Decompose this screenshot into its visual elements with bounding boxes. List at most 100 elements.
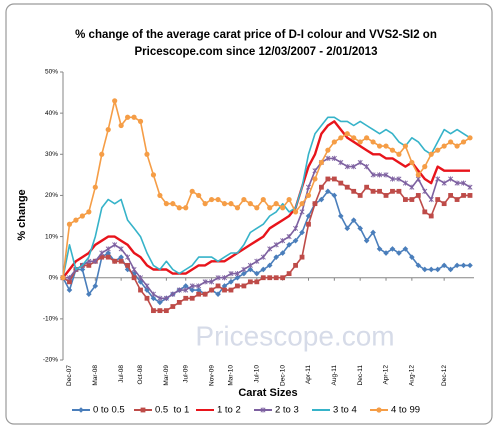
marker — [338, 135, 344, 141]
marker — [435, 176, 441, 182]
marker — [86, 209, 92, 215]
marker — [273, 242, 279, 248]
legend-marker — [140, 407, 146, 413]
marker — [370, 172, 376, 178]
marker — [66, 287, 73, 293]
marker — [447, 266, 454, 273]
marker — [273, 201, 279, 207]
marker — [183, 205, 189, 211]
marker — [189, 283, 195, 289]
marker — [247, 266, 254, 273]
marker — [370, 229, 376, 236]
marker — [454, 180, 460, 186]
x-tick-label: Jul-08 — [118, 365, 125, 383]
marker — [376, 143, 383, 149]
x-axis-title: Carat Sizes — [238, 387, 297, 399]
marker — [150, 295, 157, 302]
marker — [176, 300, 182, 305]
marker — [73, 217, 79, 223]
y-tick-label: -20% — [43, 357, 58, 364]
legend-label: 3 to 4 — [333, 405, 357, 416]
series-line — [62, 116, 471, 278]
marker — [170, 201, 176, 207]
chart-title: % change of the average carat price of D… — [75, 29, 437, 41]
marker — [118, 122, 124, 129]
marker — [389, 147, 396, 153]
marker — [131, 114, 137, 120]
marker — [202, 201, 208, 207]
marker — [428, 213, 434, 219]
marker — [118, 246, 124, 252]
marker — [434, 266, 441, 273]
marker — [467, 193, 473, 198]
marker — [183, 295, 189, 301]
marker — [228, 201, 234, 207]
marker — [435, 147, 441, 153]
marker — [402, 143, 408, 149]
marker — [305, 192, 312, 199]
marker — [157, 299, 163, 306]
series — [60, 98, 473, 281]
marker — [241, 283, 247, 289]
marker — [441, 201, 447, 207]
marker — [260, 196, 266, 203]
marker — [428, 196, 434, 203]
marker — [383, 250, 389, 256]
marker — [215, 196, 221, 203]
marker — [461, 180, 467, 186]
marker — [415, 193, 421, 198]
marker — [273, 254, 279, 260]
marker — [215, 283, 221, 289]
marker — [189, 188, 195, 194]
marker — [99, 151, 105, 157]
marker — [183, 287, 189, 293]
marker — [293, 262, 298, 268]
legend-marker — [260, 407, 266, 413]
series-line — [62, 100, 471, 278]
legend-marker — [78, 407, 84, 413]
marker — [176, 287, 182, 293]
marker — [325, 147, 331, 153]
marker — [267, 246, 273, 252]
marker — [247, 201, 253, 207]
marker — [351, 135, 357, 141]
marker — [409, 197, 415, 202]
marker — [460, 262, 467, 269]
x-tick-label: Nov-09 — [208, 365, 215, 386]
series-line — [62, 178, 470, 312]
marker — [118, 258, 124, 264]
marker — [182, 283, 189, 289]
marker — [241, 270, 247, 277]
marker — [247, 262, 253, 268]
marker — [92, 283, 99, 289]
marker — [344, 164, 350, 170]
marker — [222, 287, 227, 293]
marker — [124, 266, 131, 273]
marker — [260, 254, 266, 260]
marker — [454, 197, 460, 202]
marker — [357, 139, 363, 145]
marker — [299, 209, 305, 215]
marker — [196, 192, 202, 199]
marker — [163, 201, 169, 207]
marker — [389, 246, 396, 252]
marker — [292, 209, 299, 215]
series — [62, 116, 471, 278]
marker — [150, 172, 157, 178]
marker — [286, 233, 292, 240]
marker — [99, 250, 105, 256]
marker — [138, 287, 143, 293]
marker — [125, 262, 131, 268]
marker — [209, 287, 214, 293]
marker — [112, 242, 118, 248]
marker — [280, 275, 286, 281]
marker — [151, 308, 156, 314]
marker — [441, 180, 447, 186]
x-tick-label: Dec-11 — [357, 365, 364, 386]
marker — [228, 287, 234, 293]
marker — [306, 221, 311, 227]
marker — [286, 196, 292, 203]
marker — [409, 254, 415, 260]
marker — [280, 205, 286, 211]
y-tick-label: 30% — [45, 151, 58, 158]
